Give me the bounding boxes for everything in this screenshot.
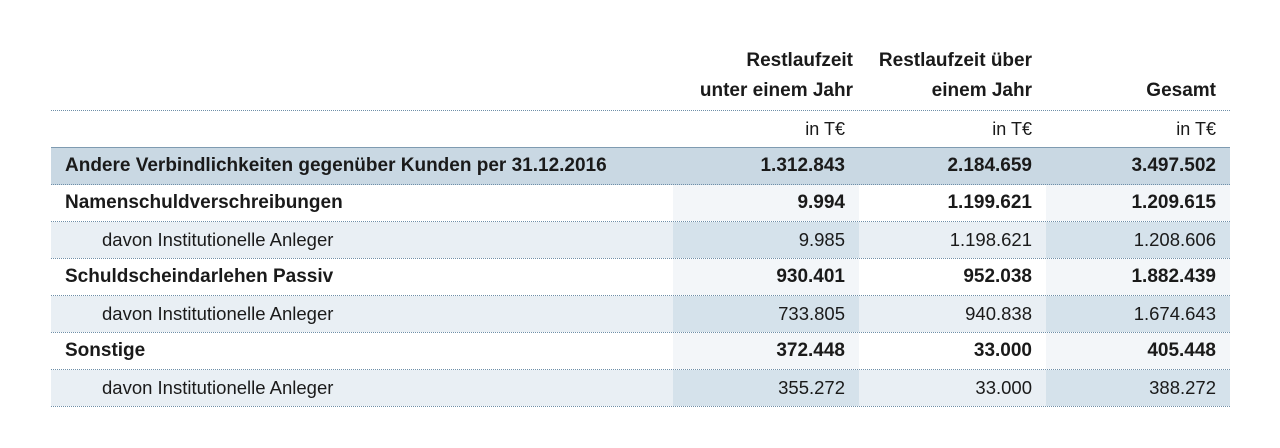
value-under-one-year: 733.805 [673, 296, 859, 332]
header-col-total: Gesamt [1046, 44, 1230, 110]
header-col2-line1: Restlaufzeit über [878, 50, 1032, 71]
table-row: Schuldscheindarlehen Passiv 930.401 952.… [51, 259, 1230, 296]
table-row: davon Institutionelle Anleger 9.985 1.19… [51, 222, 1230, 259]
value-under-one-year: 372.448 [673, 333, 859, 369]
row-label: davon Institutionelle Anleger [51, 222, 673, 258]
row-label: davon Institutionelle Anleger [51, 370, 673, 406]
value-under-one-year: 930.401 [673, 259, 859, 295]
header-col1-line1: Restlaufzeit [746, 50, 853, 71]
table-row: Sonstige 372.448 33.000 405.448 [51, 333, 1230, 370]
value-total: 1.208.606 [1046, 222, 1230, 258]
header-col-over-one-year: Restlaufzeit über einem Jahr [859, 44, 1046, 110]
unit-col2: in T€ [992, 119, 1032, 139]
header-col-under-one-year: Restlaufzeit unter einem Jahr [673, 44, 859, 110]
value-over-one-year: 1.199.621 [859, 185, 1046, 221]
header-empty-cell [51, 44, 673, 110]
value-under-one-year: 9.994 [673, 185, 859, 221]
row-label: Schuldscheindarlehen Passiv [51, 259, 673, 295]
row-label: Andere Verbindlichkeiten gegenüber Kunde… [65, 155, 607, 176]
value-over-one-year: 33.000 [859, 370, 1046, 406]
table-row: davon Institutionelle Anleger 355.272 33… [51, 370, 1230, 407]
row-label: davon Institutionelle Anleger [51, 296, 673, 332]
header-col3-line1: Gesamt [1146, 80, 1216, 101]
unit-row: in T€ in T€ in T€ [51, 111, 1230, 148]
header-col2-line2: einem Jahr [931, 80, 1032, 101]
value-total: 1.209.615 [1046, 185, 1230, 221]
value-over-one-year: 33.000 [859, 333, 1046, 369]
table-header-row: Restlaufzeit unter einem Jahr Restlaufze… [51, 44, 1230, 111]
row-label: Namenschuldverschreibungen [51, 185, 673, 221]
value-total: 1.882.439 [1046, 259, 1230, 295]
value-total: 388.272 [1046, 370, 1230, 406]
value-under-one-year: 1.312.843 [760, 155, 845, 176]
value-under-one-year: 355.272 [673, 370, 859, 406]
row-label: Sonstige [51, 333, 673, 369]
value-over-one-year: 2.184.659 [947, 155, 1032, 176]
header-col1-line2: unter einem Jahr [699, 80, 853, 101]
value-total: 1.674.643 [1046, 296, 1230, 332]
table-row: Namenschuldverschreibungen 9.994 1.199.6… [51, 185, 1230, 222]
value-under-one-year: 9.985 [673, 222, 859, 258]
value-total: 405.448 [1046, 333, 1230, 369]
value-over-one-year: 952.038 [859, 259, 1046, 295]
unit-col1: in T€ [805, 119, 845, 139]
value-over-one-year: 940.838 [859, 296, 1046, 332]
table-row-total: Andere Verbindlichkeiten gegenüber Kunde… [51, 148, 1230, 185]
liabilities-table: Restlaufzeit unter einem Jahr Restlaufze… [51, 44, 1230, 407]
unit-col3: in T€ [1176, 119, 1216, 139]
value-total: 3.497.502 [1131, 155, 1216, 176]
unit-empty-cell [51, 111, 673, 147]
table-row: davon Institutionelle Anleger 733.805 94… [51, 296, 1230, 333]
value-over-one-year: 1.198.621 [859, 222, 1046, 258]
